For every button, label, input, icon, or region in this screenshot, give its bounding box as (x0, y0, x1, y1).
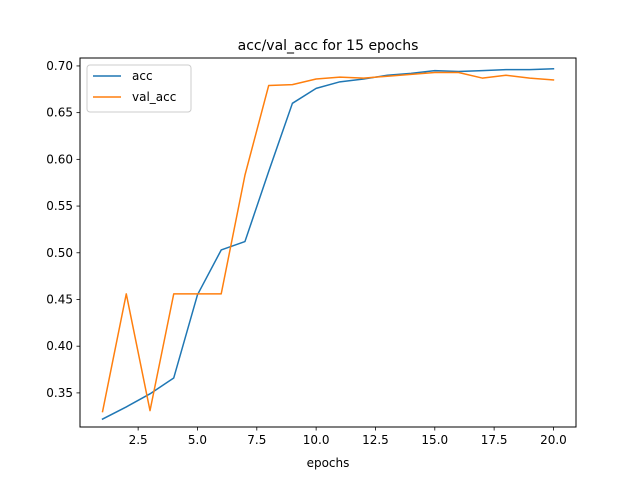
x-tick-label: 17.5 (481, 433, 508, 447)
legend-label-val-acc: val_acc (132, 90, 176, 104)
series-layer (101, 67, 555, 421)
series-line-acc (101, 67, 555, 421)
x-tick-label: 15.0 (421, 433, 448, 447)
y-tick-label: 0.40 (46, 339, 73, 353)
x-axis-label: epochs (307, 456, 350, 470)
x-tick-label: 10.0 (303, 433, 330, 447)
x-tick-label: 5.0 (188, 433, 207, 447)
y-tick-label: 0.55 (46, 199, 73, 213)
series-line-val-acc (101, 71, 555, 413)
legend-label-acc: acc (132, 69, 153, 83)
y-tick-label: 0.60 (46, 152, 73, 166)
x-tick-label: 20.0 (540, 433, 567, 447)
x-tick-label: 7.5 (247, 433, 266, 447)
y-tick-label: 0.35 (46, 386, 73, 400)
y-axis: 0.35 0.40 0.45 0.50 0.55 0.60 0.65 0.70 (46, 59, 80, 400)
plot-area-frame (79, 57, 577, 428)
y-tick-label: 0.45 (46, 292, 73, 306)
chart-title: acc/val_acc for 15 epochs (238, 38, 419, 54)
x-tick-label: 2.5 (129, 433, 148, 447)
y-tick-label: 0.50 (46, 246, 73, 260)
x-tick-label: 12.5 (362, 433, 389, 447)
x-axis: 2.5 5.0 7.5 10.0 12.5 15.0 17.5 20.0 (129, 427, 567, 447)
legend: acc val_acc (86, 64, 192, 113)
y-tick-label: 0.70 (46, 59, 73, 73)
y-tick-label: 0.65 (46, 106, 73, 120)
